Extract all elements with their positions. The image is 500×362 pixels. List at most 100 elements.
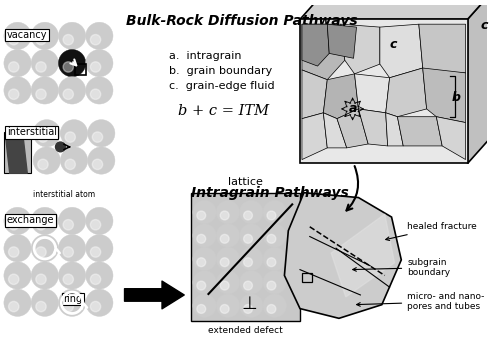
Circle shape: [86, 22, 113, 50]
Polygon shape: [324, 113, 347, 148]
Circle shape: [86, 235, 113, 262]
Circle shape: [216, 294, 240, 317]
Circle shape: [4, 289, 31, 316]
Circle shape: [193, 271, 216, 294]
Circle shape: [31, 207, 58, 235]
Polygon shape: [386, 68, 426, 117]
Text: exchange: exchange: [7, 215, 54, 225]
Circle shape: [92, 159, 102, 169]
Circle shape: [31, 77, 58, 104]
Polygon shape: [302, 113, 328, 160]
Circle shape: [263, 224, 286, 247]
Polygon shape: [337, 109, 368, 148]
Circle shape: [197, 258, 205, 267]
Circle shape: [90, 247, 101, 257]
Circle shape: [220, 234, 229, 243]
Polygon shape: [422, 68, 466, 123]
Text: a.  intragrain: a. intragrain: [170, 51, 242, 62]
Polygon shape: [398, 117, 442, 146]
Circle shape: [263, 271, 286, 294]
Circle shape: [216, 224, 240, 247]
Circle shape: [8, 274, 19, 285]
Circle shape: [58, 235, 86, 262]
Text: c: c: [390, 38, 397, 51]
Circle shape: [31, 289, 58, 316]
Circle shape: [63, 220, 74, 230]
Circle shape: [86, 289, 113, 316]
Polygon shape: [436, 117, 466, 160]
Text: subgrain
boundary: subgrain boundary: [352, 258, 450, 277]
Circle shape: [36, 274, 46, 285]
Polygon shape: [284, 193, 402, 318]
Polygon shape: [302, 24, 329, 66]
Text: b.  grain boundary: b. grain boundary: [170, 66, 272, 76]
Circle shape: [31, 235, 58, 262]
Circle shape: [36, 302, 46, 312]
Circle shape: [220, 211, 229, 220]
Circle shape: [58, 262, 86, 289]
Circle shape: [88, 147, 115, 174]
Circle shape: [8, 62, 19, 72]
Circle shape: [267, 281, 276, 290]
Text: Intragrain Pathways: Intragrain Pathways: [191, 186, 348, 200]
Polygon shape: [324, 74, 358, 119]
Circle shape: [244, 281, 252, 290]
Circle shape: [38, 159, 48, 169]
Circle shape: [197, 281, 205, 290]
Circle shape: [240, 247, 263, 271]
Polygon shape: [358, 109, 388, 146]
Circle shape: [58, 289, 86, 316]
Circle shape: [4, 50, 31, 77]
Circle shape: [60, 119, 88, 147]
Circle shape: [193, 201, 216, 224]
Circle shape: [38, 132, 48, 142]
Circle shape: [90, 220, 101, 230]
Circle shape: [90, 62, 101, 72]
Text: b + c = ITM: b + c = ITM: [178, 104, 270, 118]
Circle shape: [65, 159, 76, 169]
Polygon shape: [386, 113, 403, 146]
Circle shape: [36, 34, 46, 45]
Circle shape: [8, 34, 19, 45]
Circle shape: [58, 207, 86, 235]
Circle shape: [216, 271, 240, 294]
FancyArrowPatch shape: [124, 281, 184, 309]
Polygon shape: [419, 24, 466, 73]
Text: healed fracture: healed fracture: [386, 222, 477, 240]
Circle shape: [263, 294, 286, 317]
Text: lattice: lattice: [228, 177, 263, 187]
Circle shape: [88, 119, 115, 147]
Circle shape: [31, 50, 58, 77]
Bar: [75, 64, 86, 75]
Circle shape: [4, 235, 31, 262]
Circle shape: [240, 271, 263, 294]
Circle shape: [58, 77, 86, 104]
Circle shape: [63, 34, 74, 45]
Circle shape: [8, 247, 19, 257]
Text: interstitial: interstitial: [7, 127, 57, 138]
Circle shape: [36, 62, 46, 72]
FancyBboxPatch shape: [4, 132, 31, 173]
Circle shape: [193, 224, 216, 247]
Circle shape: [220, 281, 229, 290]
Circle shape: [86, 207, 113, 235]
Circle shape: [244, 234, 252, 243]
Circle shape: [216, 247, 240, 271]
Circle shape: [33, 147, 60, 174]
Circle shape: [60, 147, 88, 174]
Circle shape: [58, 22, 86, 50]
Circle shape: [65, 132, 76, 142]
Text: micro- and nano-
pores and tubes: micro- and nano- pores and tubes: [356, 292, 484, 311]
Circle shape: [244, 211, 252, 220]
Circle shape: [56, 142, 66, 152]
Polygon shape: [6, 139, 28, 173]
Circle shape: [63, 62, 74, 72]
Polygon shape: [331, 214, 394, 297]
Circle shape: [92, 132, 102, 142]
Polygon shape: [354, 74, 390, 113]
Circle shape: [267, 211, 276, 220]
Circle shape: [4, 207, 31, 235]
Circle shape: [58, 50, 86, 77]
Circle shape: [197, 304, 205, 313]
Circle shape: [8, 89, 19, 100]
